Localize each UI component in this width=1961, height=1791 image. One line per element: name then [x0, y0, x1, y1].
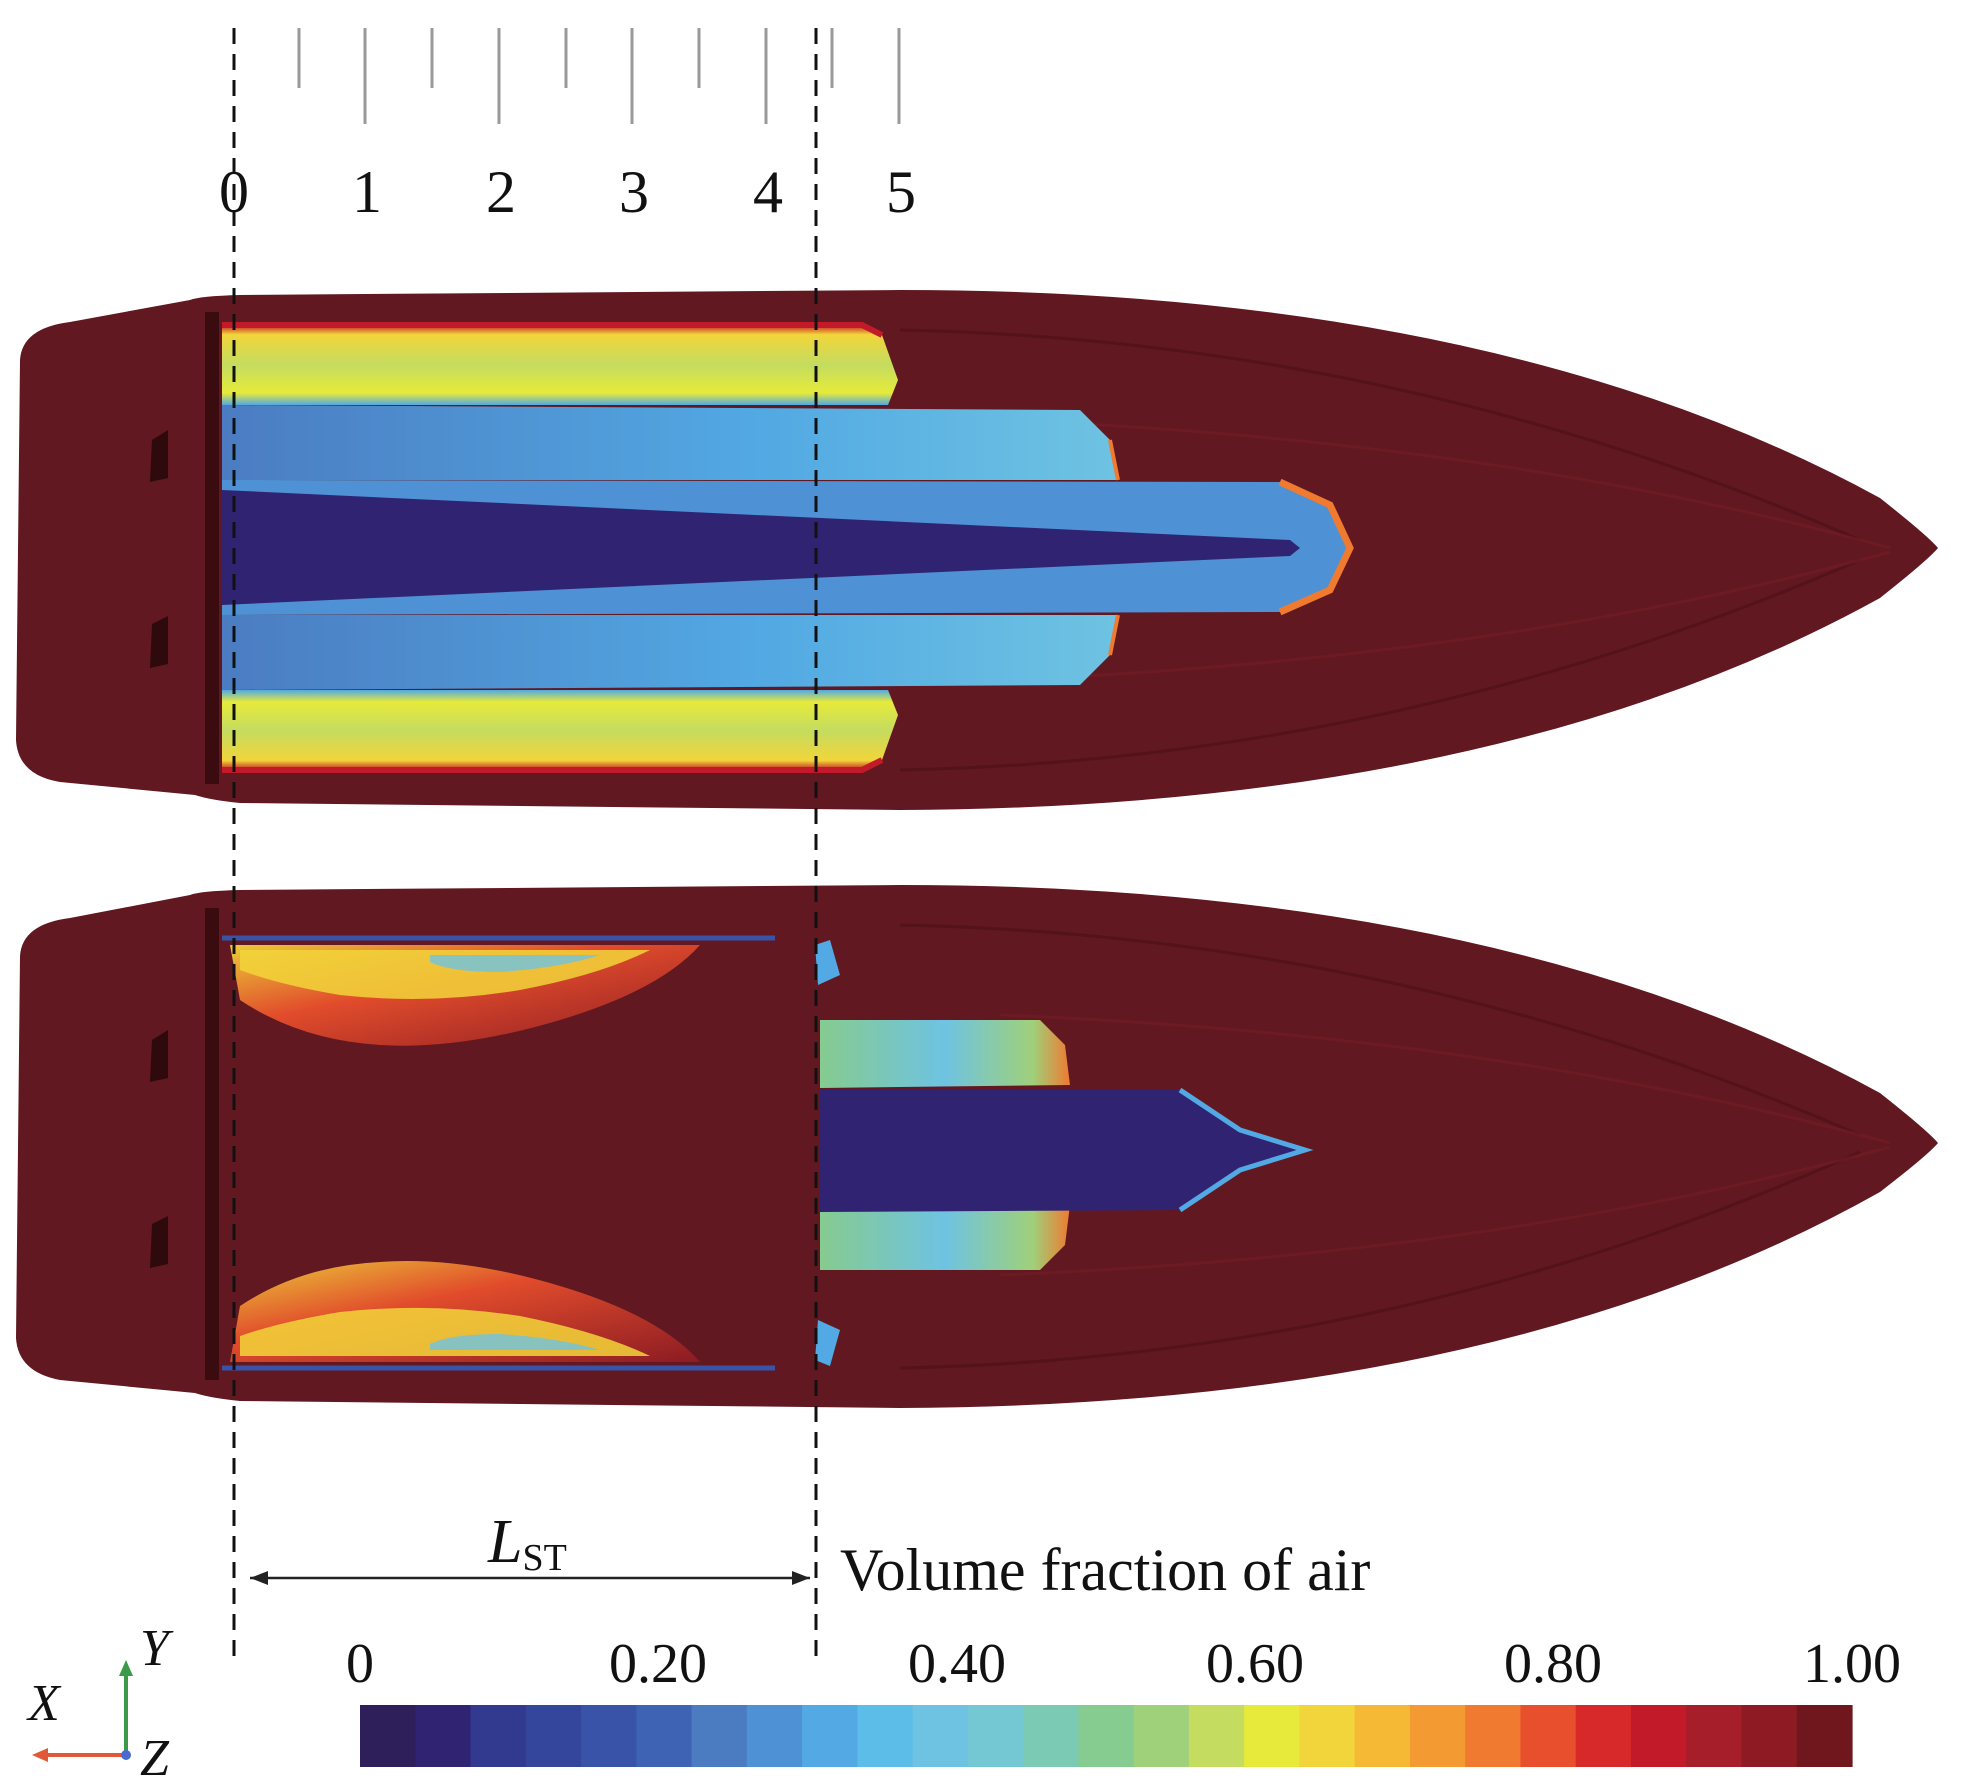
- station-label-3: 3: [619, 159, 649, 225]
- colorbar-swatch: [912, 1705, 969, 1767]
- hull-top: [16, 290, 1938, 810]
- colorbar-swatch: [470, 1705, 527, 1767]
- colorbar-tick-0-80: 0.80: [1504, 1633, 1602, 1695]
- colorbar-swatch: [1133, 1705, 1190, 1767]
- colorbar-swatch: [691, 1705, 748, 1767]
- colorbar-swatch: [1023, 1705, 1079, 1767]
- colorbar-swatch: [802, 1705, 858, 1767]
- triad-x-label: X: [26, 1675, 62, 1732]
- station-label-4: 4: [753, 159, 783, 225]
- colorbar-swatch: [1796, 1705, 1853, 1767]
- colorbar-swatch: [1299, 1705, 1356, 1767]
- reference-lines: [232, 28, 818, 1660]
- colorbar-swatch: [1188, 1705, 1245, 1767]
- colorbar-tick-0-60: 0.60: [1206, 1633, 1304, 1695]
- colorbar-swatch: [1354, 1705, 1411, 1767]
- colorbar-swatch: [581, 1705, 637, 1767]
- colorbar-swatch: [967, 1705, 1024, 1767]
- colorbar-swatch: [1409, 1705, 1466, 1767]
- colorbar-swatch: [636, 1705, 693, 1767]
- colorbar-swatch: [1741, 1705, 1798, 1767]
- axes-triad: Y X Z: [26, 1620, 174, 1787]
- colorbar-tick-0-40: 0.40: [908, 1633, 1006, 1695]
- triad-z-label: Z: [140, 1730, 170, 1787]
- colorbar-swatch: [746, 1705, 803, 1767]
- colorbar-tick-0-20: 0.20: [609, 1633, 707, 1695]
- colorbar-swatch: [1520, 1705, 1577, 1767]
- station-label-1: 1: [352, 159, 382, 225]
- dimension-label: LST: [487, 1508, 567, 1579]
- colorbar-tick-0: 0: [346, 1633, 374, 1695]
- triad-y-label: Y: [140, 1620, 174, 1677]
- hull-bottom: [16, 885, 1938, 1408]
- colorbar-swatches: [360, 1705, 1853, 1767]
- station-label-5: 5: [886, 159, 916, 225]
- colorbar-swatch: [857, 1705, 914, 1767]
- colorbar-swatch: [360, 1705, 416, 1767]
- colorbar-swatch: [525, 1705, 582, 1767]
- colorbar-tick-1-00: 1.00: [1803, 1633, 1901, 1695]
- colorbar-title: Volume fraction of air: [840, 1537, 1370, 1603]
- station-label-2: 2: [486, 159, 516, 225]
- colorbar-swatch: [1575, 1705, 1632, 1767]
- colorbar: Volume fraction of air 0 0.20 0.40 0.60 …: [346, 1537, 1901, 1767]
- station-scale: 0 1 2 3 4 5: [219, 28, 916, 225]
- colorbar-swatch: [1630, 1705, 1687, 1767]
- colorbar-swatch: [415, 1705, 472, 1767]
- colorbar-swatch: [1244, 1705, 1301, 1767]
- colorbar-swatch: [1078, 1705, 1135, 1767]
- colorbar-swatch: [1686, 1705, 1743, 1767]
- step-length-dimension: LST: [250, 1508, 810, 1585]
- colorbar-swatch: [1465, 1705, 1522, 1767]
